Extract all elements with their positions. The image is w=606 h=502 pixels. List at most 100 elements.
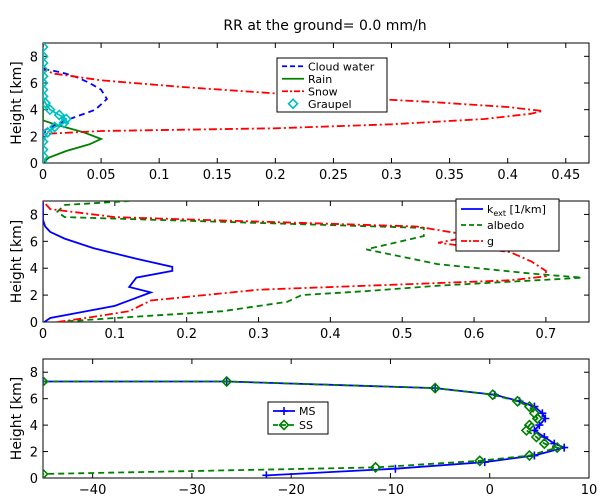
axes-frame	[42, 358, 590, 479]
series-line-1	[43, 43, 109, 163]
data-point	[43, 64, 49, 76]
y-tick-label: 6	[30, 235, 38, 250]
legend-marker	[287, 98, 299, 110]
y-tick-label: 0	[30, 316, 38, 331]
y-tick-label: 4	[30, 104, 38, 119]
y-tick-label: 4	[30, 262, 38, 277]
legend-label: Graupel	[308, 98, 352, 111]
legend: kext [1/km]albedo g	[455, 198, 560, 252]
data-point	[43, 157, 49, 163]
y-tick-label: 8	[30, 366, 38, 381]
data-point	[530, 431, 543, 443]
y-tick-label: 8	[30, 208, 38, 223]
data-point	[60, 113, 72, 125]
x-tick-label: 0.15	[203, 168, 232, 183]
data-point	[523, 449, 536, 462]
data-point	[43, 77, 49, 89]
y-tick-label: 8	[30, 50, 38, 65]
legend-marker	[280, 407, 288, 415]
x-tick-label: −40	[79, 483, 106, 498]
legend-label: Snow	[308, 85, 338, 98]
x-tick-label: 0.05	[87, 168, 116, 183]
series-line-4	[43, 47, 68, 163]
series-line-3	[43, 201, 547, 322]
y-axis-label: Height [km]	[9, 220, 25, 303]
x-tick-label: 0.1	[104, 327, 125, 342]
series-line-3	[43, 43, 543, 163]
data-point	[43, 150, 49, 162]
series-line-2	[43, 43, 104, 163]
data-point	[43, 57, 49, 69]
y-tick-label: 0	[30, 157, 38, 172]
y-tick-label: 2	[30, 289, 38, 304]
legend-label: Cloud water	[308, 60, 375, 73]
data-point	[520, 424, 533, 437]
x-tick-label: 0.1	[149, 168, 170, 183]
data-point	[43, 84, 49, 96]
x-tick-label: 0.5	[392, 327, 413, 342]
data-point	[43, 375, 49, 388]
data-point	[43, 126, 54, 138]
legend-label: albedo	[487, 219, 525, 232]
legend-label: g	[487, 235, 494, 248]
x-tick-label: 0	[486, 483, 494, 498]
data-point	[43, 90, 49, 102]
y-tick-label: 2	[30, 446, 38, 461]
legend-box	[276, 57, 388, 113]
data-point	[551, 441, 563, 454]
data-point	[538, 437, 550, 450]
y-tick-label: 0	[30, 472, 38, 487]
y-axis-label: Height [km]	[9, 61, 25, 144]
x-tick-label: 0	[39, 327, 47, 342]
series-line-2	[43, 380, 561, 475]
x-tick-label: 0.3	[248, 327, 269, 342]
x-tick-label: 0.4	[320, 327, 341, 342]
data-point	[43, 43, 49, 53]
x-tick-label: 0.25	[319, 168, 348, 183]
x-tick-label: 0.35	[435, 168, 464, 183]
x-tick-label: 0.2	[176, 327, 197, 342]
chart-title: RR at the ground= 0.0 mm/h	[223, 18, 426, 34]
data-point	[262, 471, 271, 478]
series-line-2	[55, 201, 582, 322]
x-tick-label: 0.2	[265, 168, 286, 183]
data-point	[53, 109, 65, 121]
data-point	[474, 455, 486, 467]
data-point	[523, 400, 536, 413]
plot-area	[43, 375, 569, 478]
legend-marker	[278, 419, 290, 431]
data-point	[369, 461, 382, 474]
plot-area	[43, 201, 582, 322]
x-tick-label: −30	[178, 483, 205, 498]
x-tick-label: 0.6	[464, 327, 485, 342]
y-tick-label: 2	[30, 130, 38, 145]
data-point	[531, 412, 544, 425]
data-point	[48, 121, 61, 133]
data-point	[535, 421, 544, 430]
panel-1: 0 0.05 0.1 0.15 0.2 0.25 0.3 0.35 0.4 0.45 0 2 4 6 8 He…	[9, 42, 590, 183]
data-point	[43, 97, 51, 109]
legend-box	[267, 401, 329, 435]
data-point	[43, 50, 49, 62]
y-tick-label: 4	[30, 419, 38, 434]
legend-label: kext [1/km]	[487, 203, 546, 218]
x-tick-label: −10	[377, 483, 404, 498]
legend-label: Rain	[308, 73, 332, 86]
data-point	[391, 464, 400, 473]
x-tick-label: 0.3	[381, 168, 402, 183]
legend-label: SS	[299, 419, 313, 432]
x-tick-label: −20	[277, 483, 304, 498]
axes-frame	[42, 200, 590, 323]
data-point	[221, 375, 233, 388]
x-tick-label: 0	[39, 168, 47, 183]
x-tick-label: 0.7	[536, 327, 557, 342]
series-line-1	[43, 201, 174, 322]
y-tick-label: 6	[30, 77, 38, 92]
data-point	[43, 136, 49, 148]
data-point	[43, 144, 49, 156]
x-tick-label: 0.45	[551, 168, 580, 183]
legend-label: MS	[299, 405, 315, 418]
